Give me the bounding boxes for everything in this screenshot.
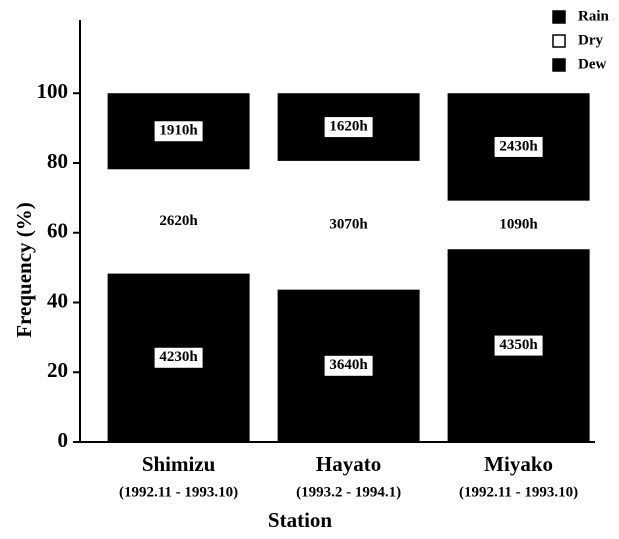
- y-tick-label: 100: [37, 79, 69, 103]
- y-tick-label: 80: [47, 149, 68, 173]
- y-tick-label: 0: [58, 428, 69, 452]
- y-tick-label: 20: [47, 358, 68, 382]
- segment-label: 2620h: [159, 213, 198, 229]
- segment-label: 1090h: [499, 216, 538, 232]
- x-tick-label: Hayato: [316, 452, 381, 476]
- legend-swatch: [552, 10, 566, 24]
- legend-label: Dew: [578, 56, 606, 72]
- label-box: [494, 335, 543, 356]
- period-label: (1992.11 - 1993.10): [119, 484, 238, 500]
- segment-label: 1620h: [329, 119, 368, 135]
- x-tick-label: Shimizu: [142, 452, 216, 476]
- segment-label: 4230h: [159, 349, 198, 365]
- legend-swatch: [552, 58, 566, 72]
- y-tick-label: 40: [47, 288, 68, 312]
- label-box: [324, 355, 373, 376]
- label-box: [154, 121, 203, 142]
- segment-label: 3070h: [329, 217, 368, 233]
- bar-segment: [107, 169, 250, 274]
- period-label: (1992.11 - 1993.10): [459, 484, 578, 500]
- y-axis-label: Frequency (%): [12, 202, 36, 338]
- x-tick-label: Miyako: [484, 452, 553, 476]
- segment-label: 3640h: [329, 357, 368, 373]
- x-axis-label: Station: [268, 508, 333, 532]
- legend-label: Dry: [578, 32, 603, 48]
- segment-label: 4350h: [499, 337, 538, 353]
- label-box: [154, 347, 203, 368]
- label-box: [494, 136, 543, 157]
- bar-segment: [277, 160, 420, 290]
- legend-swatch: [552, 34, 566, 48]
- period-label: (1993.2 - 1994.1): [296, 484, 401, 500]
- bar-segment: [447, 200, 590, 250]
- segment-label: 1910h: [159, 123, 198, 139]
- legend-label: Rain: [578, 8, 610, 24]
- label-box: [324, 117, 373, 138]
- segment-label: 2430h: [499, 138, 538, 154]
- y-tick-label: 60: [47, 219, 68, 243]
